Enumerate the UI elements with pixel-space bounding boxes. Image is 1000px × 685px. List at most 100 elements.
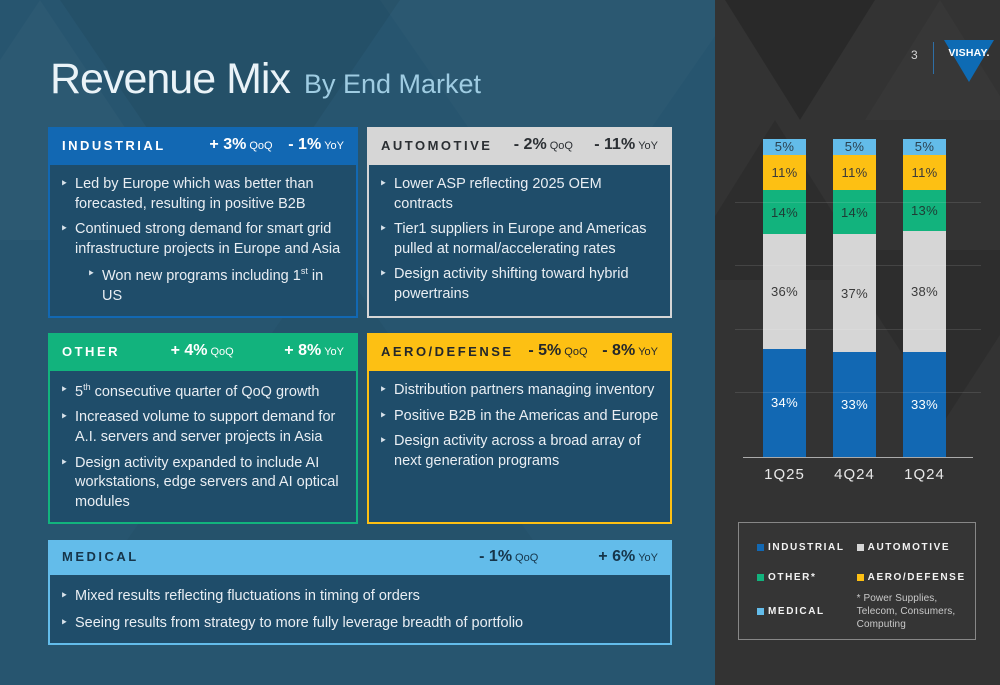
bar-segment-value: 11% bbox=[771, 164, 798, 180]
legend-item-industrial: INDUSTRIAL bbox=[757, 542, 857, 553]
aero-defense-label: AERO/DEFENSE bbox=[381, 343, 514, 359]
legend-label: AERO/DEFENSE bbox=[867, 571, 966, 583]
x-axis-label: 4Q24 bbox=[834, 466, 875, 483]
bullet: Positive B2B in the Americas and Europe bbox=[377, 406, 660, 427]
other-yoy: + 8% YoY bbox=[284, 342, 344, 359]
gridline bbox=[735, 328, 981, 330]
bar-segment-aerodefense: 11% bbox=[903, 154, 946, 190]
aero-defense-bullets: Distribution partners managing inventory… bbox=[377, 380, 660, 471]
bullet: Distribution partners managing inventory bbox=[377, 380, 660, 401]
other-body: 5th consecutive quarter of QoQ growth In… bbox=[48, 369, 358, 524]
bar-segment-value: 11% bbox=[911, 164, 938, 180]
x-axis-label: 1Q24 bbox=[904, 466, 945, 483]
bullet: Increased volume to support demand for A… bbox=[58, 407, 346, 447]
vishay-logo: VISHAY. bbox=[942, 38, 996, 84]
bar-segment-medical: 5% bbox=[763, 139, 806, 155]
sub-bullet: Won new programs including 1st in US bbox=[85, 264, 346, 306]
automotive-bullets: Lower ASP reflecting 2025 OEM contracts … bbox=[377, 174, 660, 304]
industrial-body: Led by Europe which was better than fore… bbox=[48, 163, 358, 318]
legend-swatch-icon bbox=[856, 544, 864, 552]
aero-defense-box: AERO/DEFENSE - 5%QoQ - 8%YoY Distributio… bbox=[367, 333, 672, 524]
legend-label: INDUSTRIAL bbox=[768, 542, 845, 554]
bar-segment-value: 5% bbox=[914, 139, 935, 155]
bullet: Design activity shifting toward hybrid p… bbox=[377, 264, 660, 304]
bullet: Continued strong demand for smart grid i… bbox=[58, 219, 346, 259]
bar-segment-value: 33% bbox=[841, 397, 868, 413]
bar-segment-automotive: 37% bbox=[833, 234, 876, 353]
bar-segment-value: 37% bbox=[841, 285, 868, 301]
title-row: Revenue Mix By End Market bbox=[50, 55, 481, 104]
medical-header: MEDICAL - 1% QoQ + 6% YoY bbox=[48, 540, 672, 573]
bar-segment-value: 11% bbox=[841, 164, 868, 180]
legend-swatch-icon bbox=[757, 544, 764, 552]
page-subtitle: By End Market bbox=[303, 69, 482, 99]
bar-segment-value: 14% bbox=[771, 204, 798, 220]
bar-segment-industrial: 33% bbox=[903, 352, 946, 457]
bar-segment-aerodefense: 11% bbox=[833, 154, 876, 190]
automotive-label: AUTOMOTIVE bbox=[381, 137, 493, 153]
stacked-bar-chart: 34% 36% 14% 11% 5% 33% 37% 14% 11% 5% 33% 38% 13% 11%… bbox=[735, 139, 981, 458]
chart-panel: 3 VISHAY. 34% 36% 14% 11% 5% 33% 37% 14% 11% 5% 33… bbox=[715, 0, 1000, 685]
automotive-yoy: - 11% YoY bbox=[594, 136, 658, 153]
other-label: OTHER bbox=[62, 343, 120, 359]
bar-column-1Q24: 33% 38% 13% 11% 5% bbox=[903, 139, 946, 457]
automotive-body: Lower ASP reflecting 2025 OEM contracts … bbox=[367, 163, 672, 318]
bar-segment-value: 36% bbox=[771, 284, 798, 300]
gridline bbox=[735, 265, 981, 267]
medical-body: Mixed results reflecting fluctuations in… bbox=[48, 573, 672, 645]
legend-item-automotive: AUTOMOTIVE bbox=[856, 542, 969, 553]
medical-box: MEDICAL - 1%QoQ + 6%YoY Mixed results re… bbox=[48, 540, 672, 645]
bar-segment-medical: 5% bbox=[903, 139, 946, 155]
bar-segment-other: 14% bbox=[763, 189, 806, 235]
bar-segment-value: 14% bbox=[841, 204, 868, 220]
main-content-area: Revenue Mix By End Market INDUSTRIAL + 3%… bbox=[0, 0, 715, 685]
page-number: 3 bbox=[911, 48, 918, 62]
x-axis-label: 1Q25 bbox=[764, 466, 805, 483]
legend-swatch-icon bbox=[757, 573, 764, 581]
bullet: Mixed results reflecting fluctuations in… bbox=[58, 586, 660, 607]
bar-segment-industrial: 34% bbox=[763, 348, 806, 457]
bar-column-1Q25: 34% 36% 14% 11% 5% bbox=[763, 139, 806, 457]
medical-bullets: Mixed results reflecting fluctuations in… bbox=[58, 586, 660, 634]
bullet: Seeing results from strategy to more ful… bbox=[58, 613, 660, 634]
legend-label: MEDICAL bbox=[768, 606, 825, 617]
bullet: Design activity expanded to include AI w… bbox=[58, 453, 346, 513]
x-axis-labels: 1Q25 4Q24 1Q24 bbox=[743, 466, 973, 483]
bar-segment-other: 13% bbox=[903, 189, 946, 232]
automotive-box: AUTOMOTIVE - 2%QoQ - 11%YoY Lower ASP re… bbox=[367, 127, 672, 318]
bar-segment-automotive: 36% bbox=[763, 234, 806, 349]
bar-segment-value: 5% bbox=[774, 139, 795, 155]
bar-segment-value: 33% bbox=[911, 397, 938, 413]
automotive-header: AUTOMOTIVE - 2% QoQ - 11% YoY bbox=[367, 127, 672, 163]
legend-label: OTHER* bbox=[768, 571, 817, 583]
bullet: Led by Europe which was better than fore… bbox=[58, 174, 346, 214]
bar-segment-medical: 5% bbox=[833, 139, 876, 155]
other-box: OTHER + 4%QoQ + 8%YoY 5th consecutive qu… bbox=[48, 333, 358, 524]
bar-segment-aerodefense: 11% bbox=[763, 154, 806, 190]
page-title: Revenue Mix bbox=[50, 55, 291, 103]
bullet: Design activity across a broad array of … bbox=[377, 431, 660, 471]
logo-divider bbox=[933, 42, 934, 74]
aero-defense-body: Distribution partners managing inventory… bbox=[367, 369, 672, 524]
bar-segment-value: 34% bbox=[771, 395, 798, 411]
other-bullets: 5th consecutive quarter of QoQ growth In… bbox=[58, 380, 346, 513]
background-triangle bbox=[725, 0, 875, 120]
bullet: Tier1 suppliers in Europe and Americas p… bbox=[377, 219, 660, 259]
industrial-qoq: + 3% QoQ bbox=[209, 136, 273, 153]
bullet: 5th consecutive quarter of QoQ growth bbox=[58, 380, 346, 402]
bullet: Lower ASP reflecting 2025 OEM contracts bbox=[377, 174, 660, 214]
bar-segment-industrial: 33% bbox=[833, 352, 876, 457]
legend-item-medical: MEDICAL bbox=[757, 606, 857, 617]
medical-label: MEDICAL bbox=[62, 549, 139, 564]
bar-column-4Q24: 33% 37% 14% 11% 5% bbox=[833, 139, 876, 457]
legend-item-other: OTHER* bbox=[757, 572, 857, 583]
gridline bbox=[735, 201, 981, 203]
aero-defense-qoq: - 5% QoQ bbox=[528, 342, 588, 359]
medical-yoy: + 6% YoY bbox=[598, 547, 658, 565]
industrial-label: INDUSTRIAL bbox=[62, 137, 166, 153]
chart-legend: INDUSTRIAL AUTOMOTIVE OTHER* AERO/DEFENSE ME… bbox=[738, 522, 976, 640]
vishay-logo-text: VISHAY. bbox=[948, 47, 990, 59]
legend-swatch-icon bbox=[757, 608, 764, 615]
aero-defense-header: AERO/DEFENSE - 5% QoQ - 8% YoY bbox=[367, 333, 672, 369]
